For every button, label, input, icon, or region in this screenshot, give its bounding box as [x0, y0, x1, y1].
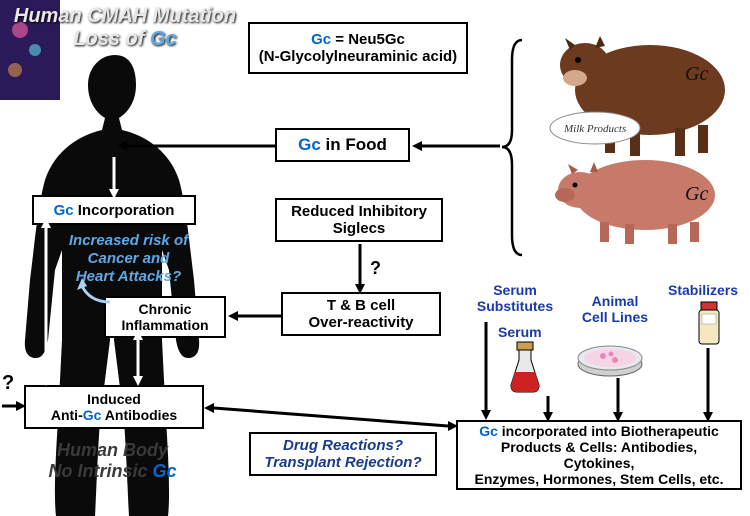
svg-text:Gc: Gc [685, 63, 708, 85]
arrow-serum-down [540, 396, 556, 422]
gc-in-food-box: Gc in Food [275, 128, 410, 162]
arrow-tbcell-to-chronic [226, 308, 284, 324]
serum-label: Serum [498, 324, 542, 340]
gc-definition-box: Gc = Neu5Gc (N-Glycolylneuraminic acid) [248, 22, 468, 74]
arrow-serumsub-down [478, 320, 494, 420]
chronic-inflammation-box: Chronic Inflammation [104, 296, 226, 338]
serum-substitutes-label: Serum Substitutes [470, 282, 560, 314]
gc-incorporated-box: Gc incorporated into Biotherapeutic Prod… [456, 420, 742, 490]
animal-cell-lines-label: Animal Cell Lines [575, 293, 655, 325]
serum-flask-icon [505, 340, 545, 395]
arrow-siglecs-down [352, 242, 368, 294]
arrow-q-to-induced [0, 398, 26, 414]
arrow-chronic-to-risk [70, 278, 120, 308]
stabilizers-label: Stabilizers [668, 282, 738, 298]
question-mark-2: ? [2, 372, 14, 395]
petri-dish-icon [575, 338, 645, 378]
vial-icon [695, 300, 723, 348]
arrow-incorp-down [38, 226, 54, 386]
arrow-food-to-human [115, 138, 280, 154]
title-block: Human CMAH Mutation Loss of Gc [10, 5, 240, 51]
svg-text:Gc: Gc [685, 183, 708, 205]
gc-incorporation-box: Gc Incorporation [32, 195, 196, 225]
drug-reactions-box: Drug Reactions? Transplant Rejection? [249, 432, 437, 476]
induced-antibodies-box: Induced Anti-Gc Antibodies [24, 385, 204, 429]
siglecs-box: Reduced Inhibitory Siglecs [275, 198, 443, 242]
arrow-chronic-down [130, 338, 146, 386]
title-line2: Loss of Gc [10, 28, 240, 51]
animals-illustration: Gc Milk Products Gc [520, 10, 745, 270]
svg-text:Milk Products: Milk Products [563, 123, 626, 135]
question-mark-1: ? [370, 258, 381, 279]
arrow-head-down [106, 155, 122, 199]
arrow-induced-to-incorporated [204, 400, 458, 430]
title-line1: Human CMAH Mutation [10, 5, 240, 28]
arrow-animals-to-food [410, 138, 505, 154]
tbcell-box: T & B cell Over-reactivity [281, 292, 441, 336]
arrow-celllines-down [610, 378, 626, 422]
human-body-label: Human Body No Intrinsic Gc [30, 440, 195, 481]
arrow-stabilizers-down [700, 348, 716, 422]
